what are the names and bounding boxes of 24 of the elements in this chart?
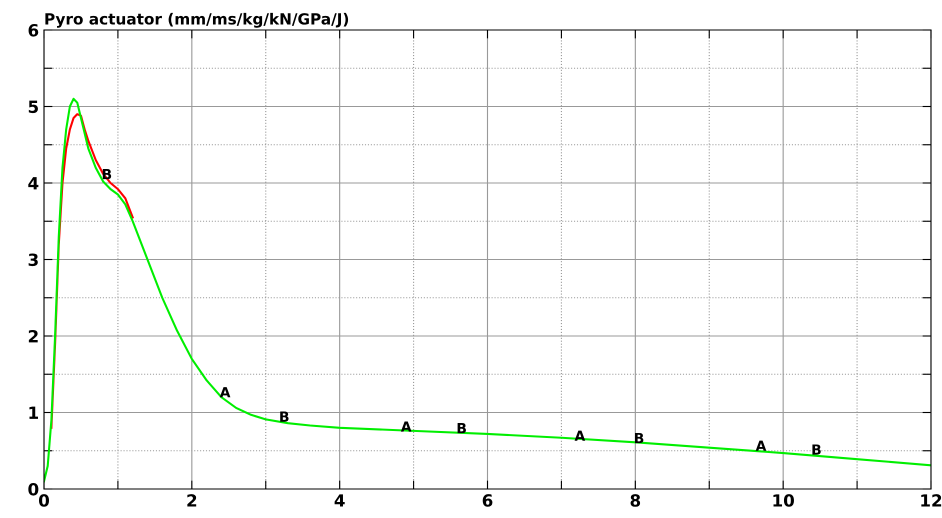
x-tick-label: 12 [921,494,942,507]
y-tick-label: 3 [28,253,38,266]
line-series [44,98,931,482]
annotation: A [756,440,766,451]
chart-title: Pyro actuator (mm/ms/kg/kN/GPa/J) [45,12,348,28]
y-tick-label: 5 [28,100,38,114]
x-tick-label: 4 [334,494,345,507]
annotation: A [220,387,230,398]
y-tick-label: 4 [28,177,38,190]
y-tick-label: 0 [28,482,38,496]
annotation: B [812,444,821,455]
annotation: B [458,423,466,434]
x-tick-label: 10 [773,494,794,507]
annotation: A [400,422,412,432]
y-tick-label: 2 [28,330,38,342]
x-tick-label: 0 [39,494,49,507]
x-tick-label: 8 [630,494,640,507]
x-tick-label: 2 [187,494,196,507]
y-tick-label: 1 [29,406,38,419]
y-tick-label: 6 [28,24,38,37]
line-series [50,113,134,429]
annotation: B [280,412,289,422]
x-tick-label: 6 [482,494,492,507]
annotation: B [635,432,644,444]
